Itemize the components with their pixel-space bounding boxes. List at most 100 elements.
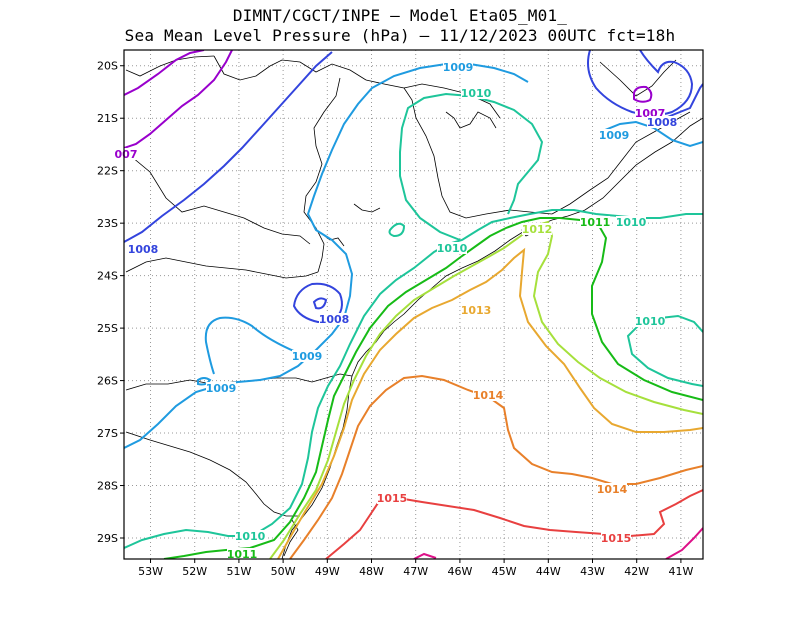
contour-label-bg — [128, 243, 158, 255]
contour-label-1008: 1008 — [128, 243, 159, 256]
y-tick-label: 26S — [97, 375, 118, 388]
contour-label-1015: 1015 — [377, 492, 408, 505]
contour-1013 — [277, 247, 703, 559]
contour-1007 — [633, 85, 653, 103]
contour-label-bg — [235, 530, 265, 542]
contour-label-1010: 1010 — [437, 242, 468, 255]
chart-title-line2: Sea Mean Level Pressure (hPa) – 11/12/20… — [124, 26, 676, 45]
contour-label-1015: 1015 — [601, 532, 632, 545]
y-tick-label: 28S — [97, 480, 118, 493]
contour-1012 — [269, 220, 703, 559]
reservoir — [445, 111, 497, 129]
y-axis-labels: 20S 21S 22S 23S 24S 25S 26S 27S 28S 29S — [97, 60, 124, 545]
contour-1010 — [124, 209, 703, 549]
contour-label-1010: 1010 — [235, 530, 266, 543]
contour-1010 — [388, 222, 406, 238]
x-tick-label: 51W — [226, 565, 251, 578]
contour-label-bg — [437, 242, 467, 254]
y-tick-label: 22S — [97, 165, 118, 178]
contour-label-bg — [227, 548, 257, 560]
contour-label-1009: 1009 — [292, 350, 323, 363]
contour-label-1011: 1011 — [227, 548, 258, 561]
contour-label-bg — [461, 87, 491, 99]
contour-label-1014: 1014 — [597, 483, 628, 496]
contour-label-1014: 1014 — [473, 389, 504, 402]
contour-label-1008: 1008 — [647, 116, 678, 129]
contour-1010 — [626, 314, 703, 387]
contour-label-bg — [473, 389, 503, 401]
border-line — [125, 431, 300, 517]
y-tick-label: 29S — [97, 532, 118, 545]
contour-1011 — [163, 217, 703, 559]
border-line — [125, 151, 311, 245]
contour-label-1010: 1010 — [635, 315, 666, 328]
y-tick-label: 23S — [97, 217, 118, 230]
coastline — [281, 117, 703, 559]
x-tick-label: 44W — [536, 565, 561, 578]
contour-1016 — [413, 552, 437, 559]
y-tick-label: 25S — [97, 322, 118, 335]
contour-label-1009: 1009 — [206, 382, 237, 395]
contour-label-bg — [635, 315, 665, 327]
contour-label-bg — [377, 492, 407, 504]
x-tick-label: 45W — [492, 565, 517, 578]
chart-title-line1: DIMNT/CGCT/INPE – Model Eta05_M01_ — [232, 6, 568, 25]
contour-label-bg — [597, 483, 627, 495]
border-line — [303, 77, 341, 273]
contour-label-1010: 1010 — [461, 87, 492, 100]
lat-lon-grid — [124, 50, 703, 559]
y-tick-label: 24S — [97, 270, 118, 283]
y-tick-label: 20S — [97, 60, 118, 73]
contour-label-1009: 1009 — [599, 129, 630, 142]
contour-label-bg — [443, 61, 473, 73]
border-line — [599, 59, 677, 97]
contour-1007 — [124, 50, 205, 96]
contour-label-1009: 1009 — [443, 61, 474, 74]
contour-label-bg — [599, 129, 629, 141]
contour-labels: 1007007100810081008100910091009100910101… — [114, 61, 678, 561]
contour-label-bg — [601, 532, 631, 544]
x-axis-labels: 53W 52W 51W 50W 49W 48W 47W 46W 45W 44W 43W 42W 41W — [138, 559, 693, 578]
contour-label-bg — [206, 382, 236, 394]
contour-label-bg — [114, 148, 138, 160]
contour-label-1007: 007 — [115, 148, 138, 161]
y-tick-label: 21S — [97, 112, 118, 125]
contour-1010 — [399, 92, 544, 241]
border-line — [403, 83, 501, 119]
contour-1008 — [312, 297, 328, 310]
lagoon — [283, 519, 299, 557]
plot-frame — [123, 49, 704, 560]
contour-label-bg — [461, 304, 491, 316]
border-line — [213, 55, 367, 81]
x-tick-label: 53W — [138, 565, 163, 578]
contour-label-1010: 1010 — [616, 216, 647, 229]
contour-1009 — [197, 377, 212, 386]
x-tick-label: 42W — [624, 565, 649, 578]
contour-label-1011: 1011 — [580, 216, 611, 229]
contour-1008 — [124, 51, 333, 243]
x-tick-label: 47W — [403, 565, 428, 578]
contour-1009 — [204, 316, 297, 375]
contour-label-bg — [616, 216, 646, 228]
contour-label-1013: 1013 — [461, 304, 492, 317]
x-tick-label: 52W — [182, 565, 207, 578]
x-tick-label: 43W — [580, 565, 605, 578]
reservoir — [353, 203, 381, 213]
contour-1016 — [665, 527, 703, 559]
x-tick-label: 48W — [359, 565, 384, 578]
contour-label-1008: 1008 — [319, 313, 350, 326]
border-line — [125, 55, 215, 77]
x-tick-label: 46W — [447, 565, 472, 578]
border-line — [125, 257, 319, 279]
contour-label-bg — [522, 223, 552, 235]
contour-label-1012: 1012 — [522, 223, 553, 236]
x-tick-label: 49W — [315, 565, 340, 578]
contour-label-bg — [319, 313, 349, 325]
contour-1007 — [124, 50, 233, 149]
contour-label-bg — [647, 116, 677, 128]
contour-1015 — [325, 489, 703, 559]
border-line — [365, 79, 553, 219]
y-tick-label: 27S — [97, 427, 118, 440]
contour-1008 — [587, 50, 694, 116]
